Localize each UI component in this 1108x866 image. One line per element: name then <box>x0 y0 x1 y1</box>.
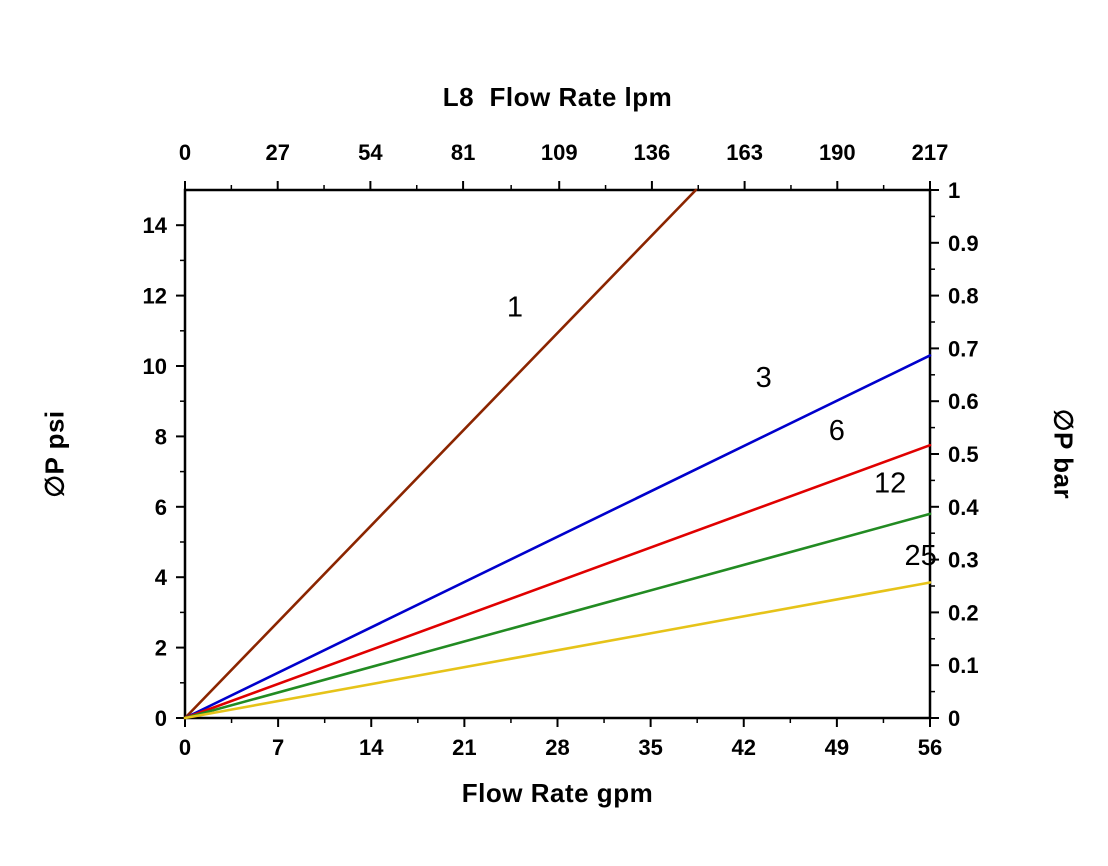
series-line-25 <box>183 581 932 720</box>
x-bottom-tick-label: 28 <box>545 735 569 760</box>
y-right-tick-label: 0.2 <box>948 600 979 625</box>
y-left-tick-label: 2 <box>155 636 167 661</box>
series-line-1 <box>183 188 698 720</box>
y-left-tick-label: 12 <box>143 284 167 309</box>
y-right-tick-label: 0.7 <box>948 336 979 361</box>
series-label-1: 1 <box>507 292 523 324</box>
x-top-tick-label: 27 <box>265 140 289 165</box>
x-bottom-tick-label: 0 <box>179 735 191 760</box>
y-left-tick-label: 4 <box>155 565 168 590</box>
y-right-tick-label: 0 <box>948 706 960 731</box>
x-bottom-tick-label: 14 <box>359 735 384 760</box>
x-top-tick-label: 136 <box>634 140 671 165</box>
series-label-25: 25 <box>905 540 937 572</box>
x-top-tick-label: 109 <box>541 140 578 165</box>
series-label-6: 6 <box>829 415 845 447</box>
series-label-12: 12 <box>874 468 906 500</box>
x-top-tick-label: 163 <box>726 140 763 165</box>
plot-frame <box>183 188 932 720</box>
x-top-tick-label: 190 <box>819 140 856 165</box>
series-label-3: 3 <box>756 362 772 394</box>
y-right-tick-label: 0.6 <box>948 389 979 414</box>
right-axis-title: ∅P bar <box>1048 408 1079 500</box>
y-right-tick-label: 1 <box>948 178 960 203</box>
y-right-tick-label: 0.9 <box>948 231 979 256</box>
top-axis-title: L8 Flow Rate lpm <box>442 82 673 112</box>
x-bottom-tick-label: 42 <box>732 735 756 760</box>
x-top-tick-label: 217 <box>912 140 949 165</box>
y-left-tick-label: 14 <box>143 213 168 238</box>
y-left-tick-label: 10 <box>143 354 167 379</box>
y-left-tick-label: 6 <box>155 495 167 520</box>
series-line-6 <box>183 443 932 720</box>
y-right-tick-label: 0.3 <box>948 548 979 573</box>
y-left-tick-label: 0 <box>155 706 167 731</box>
y-right-tick-label: 0.8 <box>948 284 979 309</box>
x-top-tick-label: 81 <box>451 140 475 165</box>
series-line-3 <box>183 354 932 720</box>
x-bottom-tick-label: 49 <box>825 735 849 760</box>
bottom-axis-title: Flow Rate gpm <box>461 778 654 808</box>
x-bottom-tick-label: 7 <box>272 735 284 760</box>
x-bottom-tick-label: 35 <box>638 735 662 760</box>
y-right-tick-label: 0.4 <box>948 495 979 520</box>
x-top-tick-label: 54 <box>358 140 383 165</box>
left-axis-title: ∅P psi <box>39 410 70 498</box>
x-top-tick-label: 0 <box>179 140 191 165</box>
y-left-tick-label: 8 <box>155 424 167 449</box>
y-right-tick-label: 0.1 <box>948 653 979 678</box>
x-bottom-tick-label: 56 <box>918 735 942 760</box>
x-bottom-tick-label: 21 <box>452 735 476 760</box>
series-line-12 <box>183 512 932 720</box>
y-right-tick-label: 0.5 <box>948 442 979 467</box>
